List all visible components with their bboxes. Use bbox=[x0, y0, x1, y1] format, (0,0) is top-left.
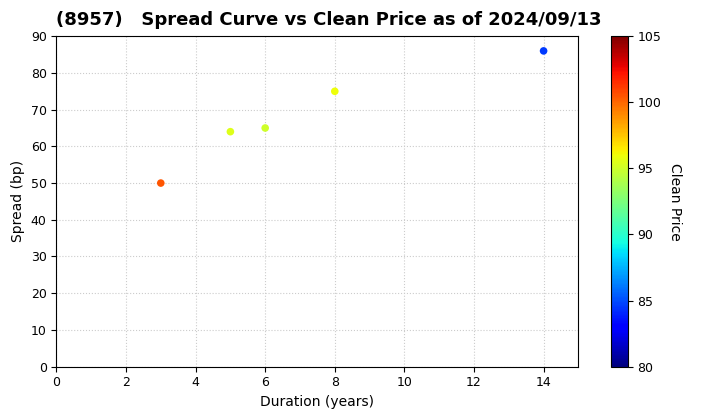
X-axis label: Duration (years): Duration (years) bbox=[261, 395, 374, 409]
Y-axis label: Spread (bp): Spread (bp) bbox=[11, 160, 25, 242]
Y-axis label: Clean Price: Clean Price bbox=[668, 163, 682, 240]
Point bbox=[329, 88, 341, 94]
Point bbox=[225, 128, 236, 135]
Point bbox=[259, 125, 271, 131]
Point bbox=[155, 180, 166, 186]
Text: (8957)   Spread Curve vs Clean Price as of 2024/09/13: (8957) Spread Curve vs Clean Price as of… bbox=[56, 11, 602, 29]
Point bbox=[538, 47, 549, 54]
